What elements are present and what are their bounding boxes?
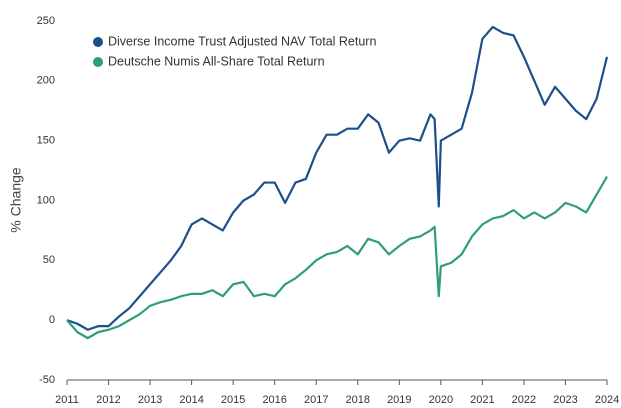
line-series [66, 25, 609, 331]
y-tick-label: 250 [37, 15, 55, 27]
y-axis-title: % Change [8, 167, 24, 233]
x-tick-label: 2019 [387, 394, 411, 406]
x-tick-label: 2017 [304, 394, 328, 406]
x-tick-label: 2016 [262, 394, 286, 406]
y-tick-label: 200 [37, 75, 55, 87]
x-tick-label: 2018 [346, 394, 370, 406]
y-tick-label: 100 [37, 194, 55, 206]
legend-label: Diverse Income Trust Adjusted NAV Total … [108, 34, 376, 48]
y-tick-label: 0 [49, 314, 55, 326]
y-tick-label: 50 [43, 254, 55, 266]
x-tick-label: 2013 [138, 394, 162, 406]
x-tick-label: 2011 [55, 394, 79, 406]
legend-label: Deutsche Numis All-Share Total Return [108, 54, 325, 68]
x-tick-label: 2022 [512, 394, 536, 406]
legend-marker [93, 57, 103, 67]
x-tick-label: 2021 [470, 394, 494, 406]
x-tick-label: 2015 [221, 394, 245, 406]
x-tick-label: 2024 [595, 394, 619, 406]
x-tick-label: 2023 [553, 394, 577, 406]
y-tick-label: -50 [39, 374, 55, 386]
x-tick-label: 2012 [96, 394, 120, 406]
y-tick-label: 150 [37, 135, 55, 147]
x-tick-label: 2020 [429, 394, 453, 406]
legend-marker [93, 37, 103, 47]
line-series [66, 176, 608, 340]
x-tick-label: 2014 [179, 394, 203, 406]
